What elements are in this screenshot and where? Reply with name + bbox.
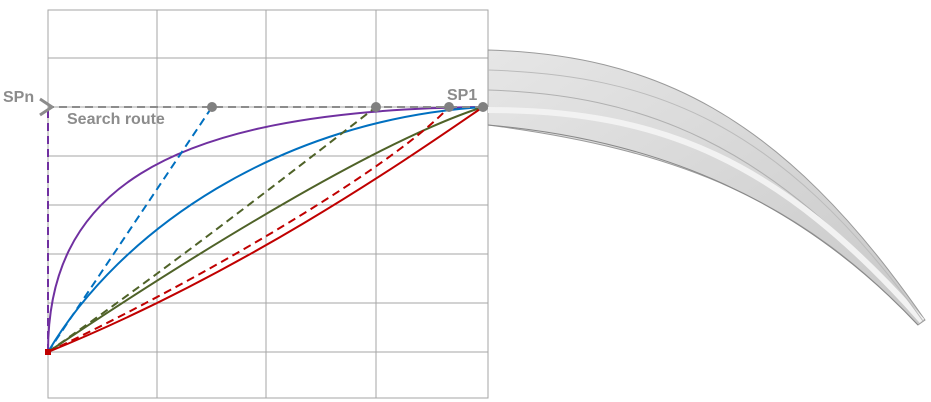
label-search-route: Search route <box>67 111 165 128</box>
diagram: SPn SP1 Search route <box>0 0 931 402</box>
grid <box>48 10 488 398</box>
label-spn: SPn <box>3 89 34 106</box>
label-sp1: SP1 <box>447 87 477 104</box>
start-point <box>45 349 51 355</box>
blade <box>488 50 925 325</box>
